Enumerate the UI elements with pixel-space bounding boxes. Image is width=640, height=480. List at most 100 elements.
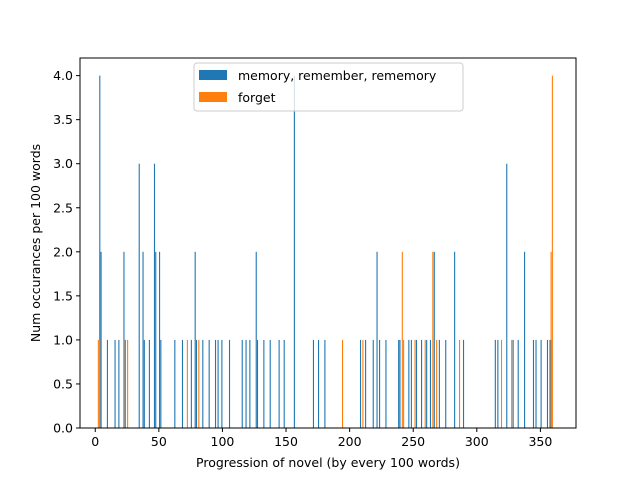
y-tick-label: 4.0	[53, 68, 73, 83]
bar-forget	[99, 339, 101, 428]
bar-forget	[551, 75, 553, 429]
axes-frame	[79, 57, 577, 429]
bar-memory	[278, 339, 280, 428]
bar-memory	[181, 339, 184, 428]
bar-memory	[159, 251, 161, 428]
bar-memory	[410, 339, 412, 428]
y-axis-label: Num occurances per 100 words	[28, 144, 43, 342]
bar-memory	[318, 339, 320, 428]
bar-memory	[143, 339, 145, 428]
bar-memory	[445, 339, 447, 428]
bar-memory	[324, 339, 326, 428]
bar-memory	[269, 339, 271, 428]
bar-memory	[524, 251, 526, 428]
bar-memory	[372, 339, 374, 428]
bar-memory	[155, 251, 157, 428]
y-tick-label: 3.0	[53, 156, 73, 171]
bar-memory	[512, 339, 514, 428]
bar-forget	[550, 251, 552, 428]
bar-forget	[458, 339, 461, 428]
bar-memory	[283, 339, 285, 428]
y-tick-label: 0.5	[53, 376, 73, 391]
x-tick-label: 200	[338, 434, 362, 449]
legend-swatch-memory	[199, 70, 227, 80]
bar-memory	[249, 339, 251, 428]
bar-memory	[532, 339, 535, 428]
bar-memory	[202, 339, 204, 428]
bar-memory	[398, 339, 400, 428]
bar-forget	[401, 251, 403, 428]
x-tick-label: 300	[465, 434, 489, 449]
y-tick-label: 1.5	[53, 288, 73, 303]
bar-memory	[546, 339, 549, 428]
bar-forget	[97, 339, 99, 428]
bar-memory	[376, 251, 378, 428]
bar-memory	[438, 339, 440, 428]
x-tick-label: 350	[528, 434, 552, 449]
bar-memory	[221, 339, 223, 428]
bar-memory	[426, 339, 428, 428]
bar-memory	[497, 339, 499, 428]
bar-forget	[500, 339, 503, 428]
bar-memory	[263, 339, 265, 428]
bar-memory	[379, 339, 381, 428]
bar-forget	[127, 339, 129, 428]
legend-swatch-forget	[199, 92, 227, 102]
bar-forget	[511, 339, 513, 428]
y-tick-label: 0.0	[53, 421, 73, 436]
bar-memory	[408, 339, 410, 428]
bar-forget	[341, 339, 344, 428]
x-axis-label: Progression of novel (by every 100 words…	[196, 455, 460, 470]
bar-memory	[494, 339, 496, 428]
bar-forget	[436, 339, 438, 428]
bar-memory	[217, 339, 219, 428]
bar-memory	[195, 339, 198, 428]
bar-memory	[194, 251, 196, 428]
bar-forget	[414, 339, 416, 428]
bar-memory	[454, 251, 456, 428]
bar-memory	[506, 163, 508, 428]
bar-memory	[153, 163, 156, 428]
bar-memory	[190, 339, 192, 428]
bar-memory	[540, 339, 542, 428]
legend-label-memory: memory, remember, rememory	[238, 68, 437, 83]
x-tick-label: 0	[91, 434, 99, 449]
bar-forget	[198, 339, 200, 428]
bar-memory	[106, 339, 108, 428]
ticks-layer: 0 50 100 150 200 250 300 350 0.0 0.5 1.0 1.5 2.0 2.5 3…	[53, 68, 552, 449]
y-tick-label: 3.5	[53, 112, 73, 127]
plot-area	[80, 58, 576, 428]
bar-forget	[123, 339, 125, 428]
x-tick-label: 250	[401, 434, 425, 449]
bar-memory	[429, 339, 432, 428]
bar-memory	[228, 339, 231, 428]
bar-forget	[362, 339, 364, 428]
bar-memory	[118, 339, 120, 428]
bar-memory	[365, 339, 367, 428]
bar-memory	[138, 163, 140, 428]
bar-forget	[403, 339, 405, 428]
bar-memory	[142, 251, 144, 428]
bar-memory	[174, 339, 176, 428]
x-tick-label: 100	[211, 434, 235, 449]
bar-forget	[432, 251, 434, 428]
bar-memory	[99, 75, 101, 429]
bar-memory	[124, 339, 126, 428]
legend-box	[193, 62, 464, 112]
legend-label-forget: forget	[238, 90, 276, 105]
bar-memory	[399, 339, 401, 428]
bar-memory	[535, 339, 537, 428]
bar-memory	[462, 339, 465, 428]
y-tick-label: 2.0	[53, 244, 73, 259]
bar-memory	[241, 339, 243, 428]
bar-memory	[549, 339, 551, 428]
bar-memory	[160, 339, 162, 428]
bar-memory	[293, 75, 295, 429]
bar-memory	[255, 251, 257, 428]
x-tick-label: 150	[274, 434, 298, 449]
bar-memory	[421, 339, 423, 428]
bar-memory	[312, 339, 315, 428]
bar-memory	[517, 339, 519, 428]
bar-memory	[208, 339, 210, 428]
